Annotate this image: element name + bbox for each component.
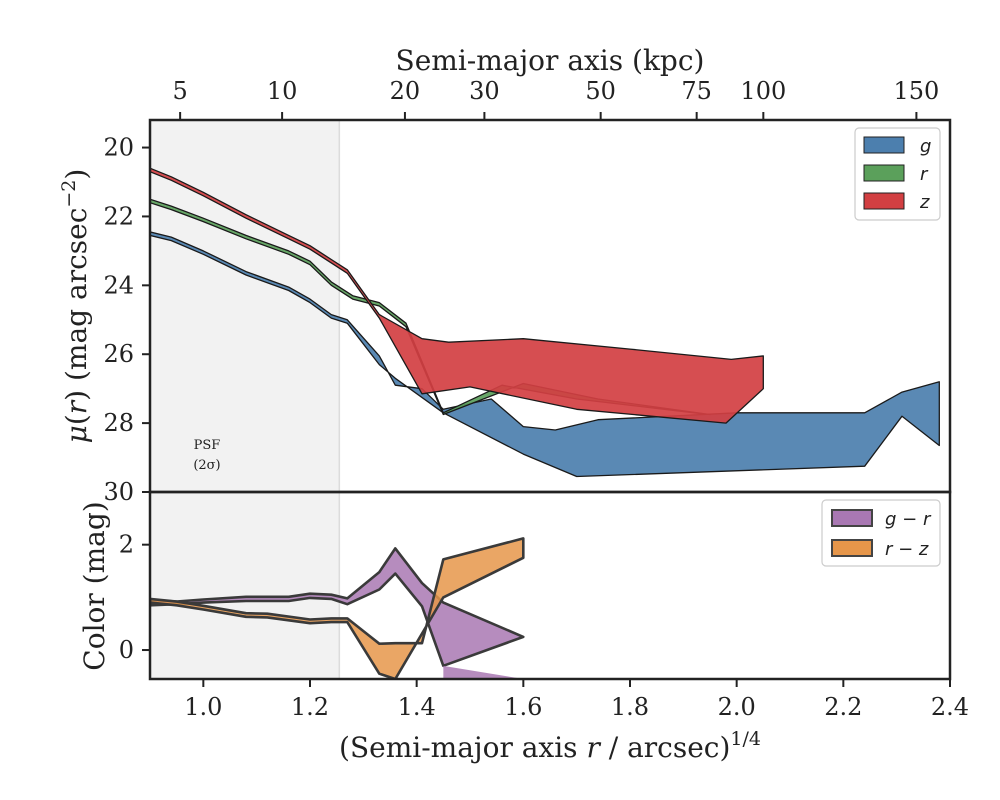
bottom-x-tick-label: 1.4 — [398, 693, 436, 721]
top-y-tick-label: 26 — [103, 340, 134, 368]
bottom-panel-frame — [148, 490, 952, 681]
bottom-x-tick-label: 1.8 — [611, 693, 649, 721]
legend-swatch-r — [863, 164, 905, 182]
bottom-legend: g − r r − z — [821, 499, 941, 567]
top-legend: g r z — [854, 127, 941, 221]
legend-swatch-r-z — [831, 539, 873, 557]
legend-label-g-r: g − r — [885, 509, 932, 530]
bottom-y-tick-label: 0 — [119, 636, 134, 664]
surface-brightness-series — [150, 167, 940, 478]
top-x-tick-label: 5 — [172, 77, 187, 105]
legend-label-z: z — [919, 192, 930, 213]
x-axis-label: (Semi-major axis r / arcsec)1/4 — [339, 728, 761, 764]
bottom-x-tick-label: 2.4 — [931, 693, 969, 721]
top-y-tick-label: 20 — [103, 134, 134, 162]
bottom-y-tick-label: 2 — [119, 531, 134, 559]
top-x-tick-label: 50 — [585, 77, 616, 105]
band-g-r — [150, 547, 525, 668]
top-y-tick-label: 24 — [103, 271, 134, 299]
top-y-tick-label: 22 — [103, 202, 134, 230]
band-z — [150, 167, 764, 424]
top-x-tick-label: 30 — [469, 77, 500, 105]
bottom-x-tick-label: 1.0 — [184, 693, 222, 721]
top-x-tick-label: 20 — [390, 77, 421, 105]
psf-label: PSF — [194, 438, 221, 453]
top-x-tick-label: 100 — [740, 77, 786, 105]
legend-swatch-g-r — [831, 509, 873, 527]
psf-sigma-label: (2σ) — [193, 458, 220, 473]
top-x-tick-label: 75 — [681, 77, 712, 105]
band-g — [150, 231, 940, 478]
top-axis-label: Semi-major axis (kpc) — [396, 44, 705, 77]
top-x-tick-label: 150 — [893, 77, 939, 105]
bottom-x-tick-label: 2.2 — [824, 693, 862, 721]
top-y-axis-label: μ(r) (mag arcsec−2) — [58, 169, 93, 444]
top-x-tick-label: 10 — [267, 77, 298, 105]
legend-swatch-g — [863, 136, 905, 154]
bottom-x-tick-label: 1.6 — [504, 693, 542, 721]
legend-label-r: r — [920, 164, 929, 185]
top-y-tick-label: 30 — [103, 478, 134, 506]
bottom-y-axis-label: Color (mag) — [78, 501, 111, 670]
color-series — [150, 537, 525, 679]
legend-label-r-z: r − z — [885, 539, 929, 560]
bottom-x-tick-label: 2.0 — [718, 693, 756, 721]
legend-label-g: g — [920, 136, 931, 157]
bottom-x-tick-label: 1.2 — [291, 693, 329, 721]
top-y-tick-label: 28 — [103, 409, 134, 437]
legend-swatch-z — [863, 192, 905, 210]
band-g-r-lower-fill — [443, 665, 524, 679]
band-r-z — [150, 537, 525, 679]
axis-ticks-group: 20 22 24 26 28 30 5 10 20 30 50 75 100 150 0 2 1.0 1.2 1.4… — [103, 77, 969, 721]
